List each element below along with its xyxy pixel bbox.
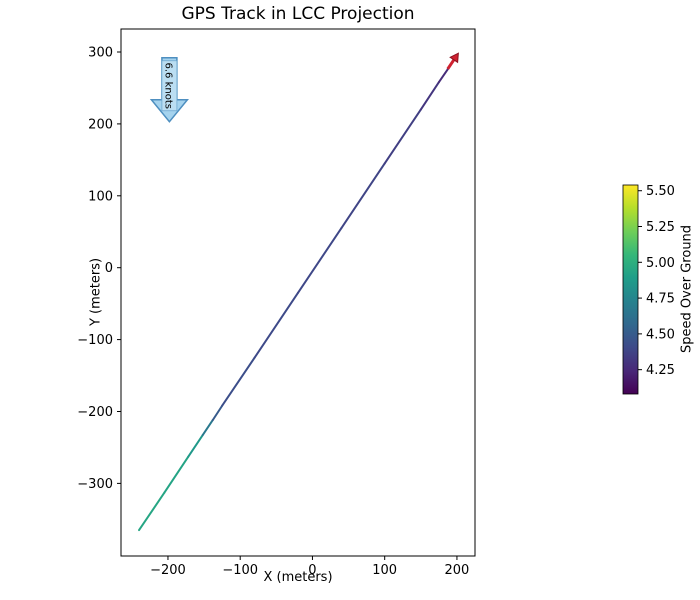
y-tick-label: 0: [105, 261, 113, 276]
x-tick-label: 200: [445, 563, 470, 578]
y-tick-label: −300: [77, 477, 113, 492]
gps-track-segment: [297, 227, 343, 294]
track-end-arrow-shaft: [446, 58, 456, 70]
gps-track-segment: [163, 455, 190, 494]
colorbar-tick-label: 4.25: [646, 363, 675, 378]
gps-track-segment: [221, 356, 256, 407]
track-end-arrow-head: [449, 52, 459, 64]
speed-annotation-box: [161, 60, 178, 112]
plot-border: [120, 28, 476, 557]
gps-track-segment: [419, 81, 440, 111]
y-tick-label: 300: [88, 46, 113, 61]
y-tick-label: −100: [77, 333, 113, 348]
colorbar-tick-label: 4.50: [646, 327, 675, 342]
y-tick-label: 100: [88, 189, 113, 204]
y-tick-label: −200: [77, 405, 113, 420]
x-axis-label: X (meters): [263, 570, 333, 585]
gps-track-segment: [211, 404, 224, 422]
colorbar-tick-label: 5.00: [646, 256, 675, 271]
y-tick-label: 200: [88, 117, 113, 132]
x-tick-label: 0: [308, 563, 316, 578]
gps-track-segment: [383, 108, 422, 165]
gps-track-segment: [187, 434, 204, 458]
gps-track-segment: [340, 162, 386, 230]
gps-track-segment: [138, 491, 166, 532]
colorbar-tick-label: 4.75: [646, 292, 675, 307]
speed-annotation-text: 6.6 knots: [163, 63, 174, 109]
x-tick-label: −100: [222, 563, 258, 578]
x-tick-label: 100: [372, 563, 397, 578]
gps-track-segment: [201, 419, 214, 437]
x-tick-label: −200: [150, 563, 186, 578]
colorbar-tick-label: 5.25: [646, 220, 675, 235]
colorbar: [622, 184, 639, 395]
chart-title: GPS Track in LCC Projection: [181, 4, 415, 24]
gps-track-segment: [253, 291, 299, 359]
colorbar-tick-label: 5.50: [646, 184, 675, 199]
speed-annotation-group: 6.6 knots: [161, 60, 178, 112]
